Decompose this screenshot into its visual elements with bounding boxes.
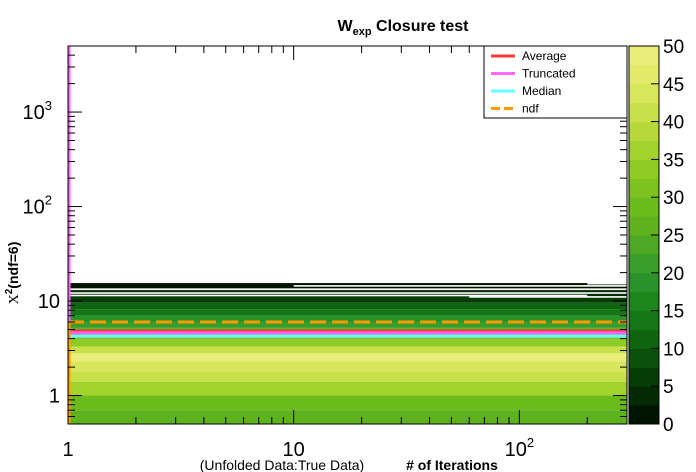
- colorbar-cell: [629, 64, 659, 85]
- colorbar-cell: [629, 253, 659, 274]
- legend-label: Median: [522, 84, 561, 98]
- heatmap-cell: [68, 361, 627, 372]
- ylabel-sup: 2: [4, 288, 15, 294]
- y-tick-label: 10: [38, 291, 60, 313]
- colorbar-cell: [629, 102, 659, 123]
- heatmap-gap: [68, 292, 627, 294]
- colorbar-cell: [629, 46, 659, 66]
- heatmap-gap: [293, 285, 627, 287]
- colorbar-tick-label: 35: [663, 150, 684, 171]
- colorbar-tick-label: 10: [663, 339, 684, 360]
- legend: Average Truncated Median ndf: [483, 45, 628, 119]
- x-tick-label: 10: [283, 439, 305, 461]
- heatmap-cell: [68, 296, 627, 303]
- colorbar-cell: [629, 291, 659, 312]
- colorbar-cell: [629, 178, 659, 198]
- colorbar-cell: [629, 348, 659, 368]
- colorbar-tick-label: 30: [663, 188, 684, 209]
- colorbar-cell: [629, 140, 659, 160]
- colorbar-cell: [629, 121, 659, 141]
- colorbar-tick-label: 15: [663, 302, 684, 323]
- series-lines: [67, 46, 627, 424]
- colorbar-cell: [629, 216, 659, 236]
- x-axis: 1 10 102: [62, 46, 628, 461]
- colorbar-cell: [629, 235, 659, 255]
- heatmap: [68, 283, 627, 424]
- heatmap-cell: [68, 322, 627, 328]
- heatmap-cell: [68, 315, 627, 323]
- colorbar: 0 5 10 15 20 25 30 35 40 45 50: [628, 37, 684, 436]
- heatmap-cell: [68, 395, 627, 411]
- legend-box: [483, 45, 628, 119]
- colorbar-cell: [629, 367, 659, 387]
- heatmap-cell: [68, 346, 627, 354]
- x-axis-label-right: # of Iterations: [406, 457, 498, 472]
- heatmap-cell: [68, 302, 627, 310]
- legend-label: Truncated: [522, 67, 576, 81]
- colorbar-tick-label: 25: [663, 226, 684, 247]
- x-tick-label: 1: [62, 439, 73, 461]
- colorbar-cell: [629, 83, 659, 104]
- title-subscript: exp: [353, 26, 372, 38]
- colorbar-tick-label: 5: [663, 377, 674, 398]
- heatmap-cell: [68, 309, 627, 316]
- ylabel-chi: X: [7, 294, 22, 304]
- chart-title: Wexp Closure test: [338, 18, 470, 38]
- colorbar-tick-label: 45: [663, 75, 684, 96]
- heatmap-gap: [68, 288, 627, 290]
- colorbar-cell: [629, 405, 659, 425]
- colorbar-cell: [629, 329, 659, 349]
- y-tick-label: 102: [23, 193, 52, 219]
- colorbar-tick-label: 20: [663, 264, 684, 285]
- heatmap-cell: [68, 353, 627, 362]
- heatmap-cell: [68, 371, 627, 382]
- heatmap-gaps: [68, 282, 627, 298]
- ylabel-rest: (ndf=6): [5, 242, 21, 289]
- legend-label: ndf: [522, 102, 539, 116]
- title-main: W: [338, 18, 354, 35]
- colorbar-cell: [629, 310, 659, 330]
- x-tick-label: 102: [505, 435, 534, 461]
- y-tick-label: 1: [49, 386, 60, 408]
- y-axis-label: X2(ndf=6): [4, 242, 22, 305]
- legend-label: Average: [522, 49, 567, 63]
- title-rest: Closure test: [372, 18, 470, 35]
- colorbar-cell: [629, 386, 659, 406]
- colorbar-tick-label: 50: [663, 37, 684, 58]
- colorbar-cell: [629, 159, 659, 179]
- heatmap-cell: [68, 339, 627, 347]
- heatmap-gap: [68, 294, 588, 297]
- heatmap-cell: [68, 410, 627, 424]
- y-axis: 1 10 102 103: [23, 45, 627, 425]
- colorbar-cell: [629, 197, 659, 217]
- colorbar-tick-label: 0: [663, 415, 674, 436]
- plot-area: 1 10 102 1 10 102 103: [23, 45, 628, 461]
- colorbar-tick-label: 40: [663, 113, 684, 134]
- heatmap-gap: [587, 282, 627, 285]
- y-tick-label: 103: [23, 98, 52, 124]
- x-axis-label-left: (Unfolded Data:True Data): [200, 457, 364, 472]
- colorbar-cell: [629, 272, 659, 293]
- heatmap-gap: [469, 296, 627, 298]
- heatmap-cell: [68, 381, 627, 396]
